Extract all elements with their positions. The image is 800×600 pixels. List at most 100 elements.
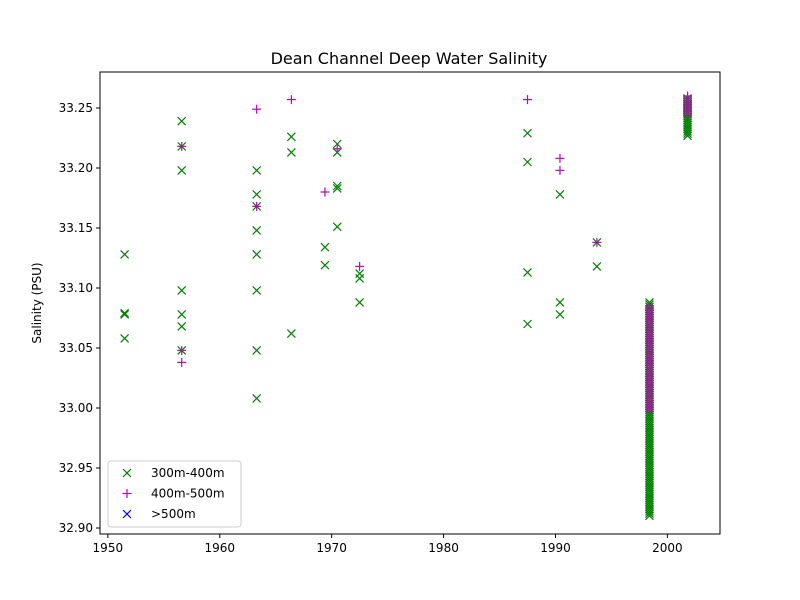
data-point [320,260,330,270]
data-point [645,498,654,508]
legend-marker [122,489,132,498]
data-point [644,407,654,417]
data-point [645,491,654,501]
data-point [252,225,262,235]
data-point [645,467,654,477]
data-point [332,181,342,191]
data-point [683,122,692,132]
legend-marker [122,468,132,478]
chart-title: Dean Channel Deep Water Salinity [271,49,548,68]
data-point [683,120,692,130]
data-point [645,443,654,453]
data-point [645,511,654,521]
y-tick-label: 33.05 [59,341,93,355]
data-point [355,261,365,271]
data-point [645,465,654,475]
data-point [645,416,654,426]
data-point [645,484,654,494]
data-point [645,436,654,446]
y-tick-label: 33.20 [59,161,93,175]
data-point [645,440,654,450]
y-tick-label: 32.90 [59,521,93,535]
data-point [645,493,654,503]
data-point [252,104,262,114]
legend-item: 400m-500m [122,487,225,501]
data-point [555,153,565,163]
data-point [683,118,692,128]
data-point [645,506,654,516]
data-point [320,242,330,252]
data-point [120,309,130,319]
data-point [645,454,654,464]
data-point [252,345,262,355]
data-point [252,393,262,403]
data-point [645,504,654,514]
data-point [286,132,296,142]
data-point [355,297,365,307]
data-point [645,482,654,492]
data-point [645,458,654,468]
data-point [683,131,692,141]
data-point [286,329,296,339]
series-300m-400m [120,93,692,521]
data-point [555,309,565,319]
data-point [332,183,342,193]
data-point [177,116,187,126]
data-point [120,308,130,318]
data-point [683,115,692,125]
data-point [645,423,654,433]
data-point [645,425,654,435]
data-point [286,95,296,105]
data-point [555,189,565,199]
data-point [177,321,187,331]
data-point [645,462,654,472]
data-point [645,414,654,424]
data-point [555,165,565,175]
axis-ticks: 1950 1960 1970 1980 1990 2000 32.90 32.95 33.00 3… [59,101,683,555]
data-point [320,187,330,197]
data-point [592,261,602,271]
data-point [645,500,654,510]
data-point [120,249,130,259]
data-point [645,434,654,444]
data-point [252,165,262,175]
data-point [332,139,342,149]
x-tick-label: 1960 [204,541,235,555]
data-point [645,495,654,505]
data-point [645,445,654,455]
data-point [645,460,654,470]
data-marks [120,91,693,521]
dense-point-cluster [644,301,654,417]
data-point [177,141,187,151]
data-point [286,147,296,157]
y-tick-label: 32.95 [59,461,93,475]
data-point [645,451,654,461]
data-point [645,502,654,512]
data-point [555,297,565,307]
data-point [645,427,654,437]
data-point [645,456,654,466]
legend-label: 400m-500m [151,487,225,501]
data-point [332,144,342,154]
y-tick-label: 33.10 [59,281,93,295]
y-axis-label: Salinity (PSU) [30,262,44,343]
legend-item: >500m [122,507,196,521]
y-tick-label: 33.15 [59,221,93,235]
x-tick-label: 1990 [540,541,571,555]
data-point [683,124,692,134]
data-point [645,412,654,422]
data-point [645,478,654,488]
data-point [177,285,187,295]
data-point [645,418,654,428]
data-point [645,471,654,481]
data-point [683,126,692,136]
data-point [645,480,654,490]
dense-point-cluster [683,91,693,121]
data-point [252,285,262,295]
data-point [645,509,654,519]
data-point [252,189,262,199]
x-tick-label: 2000 [652,541,683,555]
legend: 300m-400m 400m-500m >500m [107,460,242,528]
